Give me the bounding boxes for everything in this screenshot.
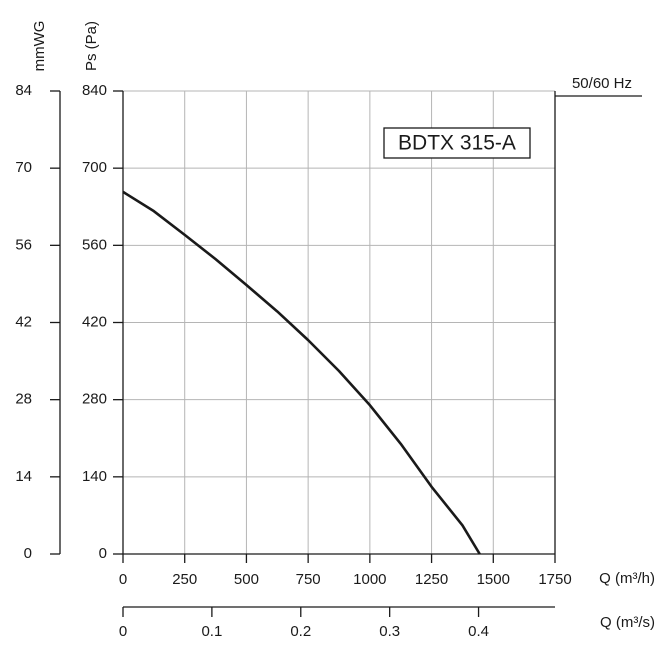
x-tick-label: 1500	[477, 571, 510, 588]
y-tick-label: 700	[82, 159, 107, 176]
x-tick-label: 500	[234, 571, 259, 588]
y2-tick-label: 42	[15, 313, 32, 330]
y-tick-label: 840	[82, 82, 107, 99]
x-tick-label: 0	[119, 571, 127, 588]
legend-label: BDTX 315-A	[398, 132, 516, 155]
y2-tick-label: 70	[15, 159, 32, 176]
y-tick-label: 420	[82, 313, 107, 330]
x2-axis-title: Q (m³/s)	[600, 614, 655, 631]
y2-tick-label: 28	[15, 391, 32, 408]
x2-tick-label: 0.1	[201, 623, 222, 640]
y-tick-label: 140	[82, 468, 107, 485]
x-tick-label: 750	[296, 571, 321, 588]
x-tick-label: 1750	[538, 571, 571, 588]
x2-tick-label: 0.4	[468, 623, 489, 640]
x-axis-title: Q (m³/h)	[599, 570, 655, 587]
x-tick-label: 250	[172, 571, 197, 588]
y-axis-title: Ps (Pa)	[83, 21, 100, 71]
x2-tick-label: 0	[119, 623, 127, 640]
x-tick-label: 1250	[415, 571, 448, 588]
y2-tick-label: 84	[15, 82, 32, 99]
y2-tick-label: 0	[24, 545, 32, 562]
y-tick-label: 280	[82, 391, 107, 408]
frequency-badge: 50/60 Hz	[572, 75, 632, 92]
y-tick-label: 560	[82, 236, 107, 253]
legend-box	[383, 127, 531, 159]
curve	[122, 190, 481, 555]
y2-tick-label: 56	[15, 236, 32, 253]
x2-tick-label: 0.3	[379, 623, 400, 640]
y2-axis-title: mmWG	[31, 21, 48, 72]
x2-tick-label: 0.2	[290, 623, 311, 640]
y2-tick-label: 14	[15, 468, 32, 485]
y-tick-label: 0	[99, 545, 107, 562]
x-tick-label: 1000	[353, 571, 386, 588]
